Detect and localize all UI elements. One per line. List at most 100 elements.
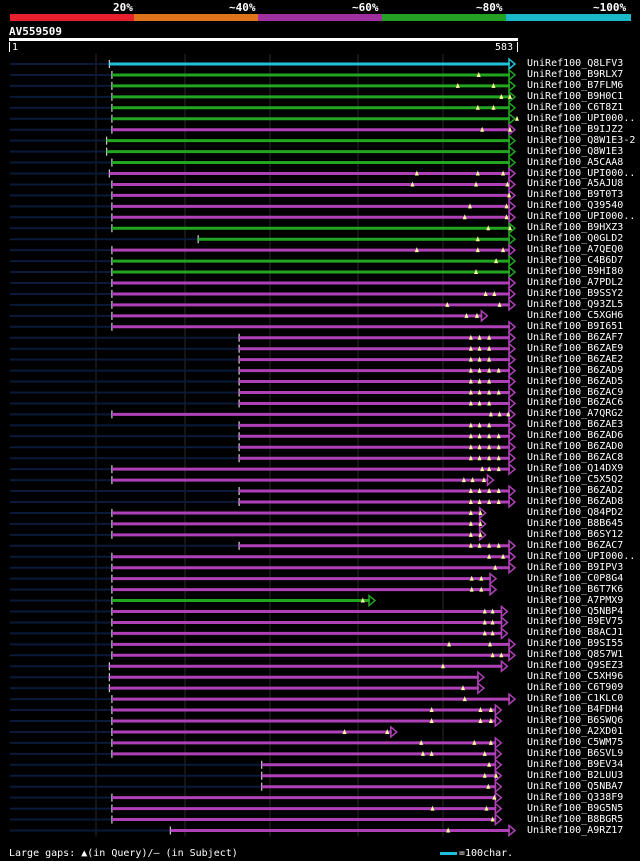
hit-arrow-icon [508,484,517,498]
gap-marker-icon [477,356,482,362]
gap-marker-icon [481,477,486,483]
hit-label-link[interactable]: UniRef100_A5AJU8 [527,178,624,190]
hit-label-link[interactable]: UniRef100_Q338F9 [527,791,624,803]
gap-marker-icon [477,542,482,548]
hit-label-link[interactable]: UniRef100_B6ZAE2 [527,353,624,365]
gap-marker-icon [490,619,495,625]
hit-label-link[interactable]: UniRef100_B9IPV3 [527,561,624,573]
hit-label-link[interactable]: UniRef100_B6SVL9 [527,747,624,759]
hit-label-link[interactable]: UniRef100_A9RZ17 [527,824,624,836]
hit-label-link[interactable]: UniRef100_B9I651 [527,320,624,332]
hit-label-link[interactable]: UniRef100_B9T0T3 [527,189,624,201]
gap-marker-icon [447,641,452,647]
hit-label-link[interactable]: UniRef100_B6ZAD0 [527,441,624,453]
gap-marker-icon [475,236,480,242]
hit-label-link[interactable]: UniRef100_A5CAA8 [527,156,624,168]
hit-arrow-icon [508,254,517,268]
gap-marker-icon [490,608,495,614]
hit-label-link[interactable]: UniRef100_B9SI55 [527,638,624,650]
gap-marker-icon [468,509,473,515]
hit-label-link[interactable]: UniRef100_B9HXZ3 [527,222,624,234]
hit-label-link[interactable]: UniRef100_B6ZAD9 [527,364,624,376]
hit-label-link[interactable]: UniRef100_UPI000.. [527,211,636,223]
hit-label-link[interactable]: UniRef100_B6ZAC8 [527,452,624,464]
hit-label-link[interactable]: UniRef100_Q93ZL5 [527,298,624,310]
hit-label-link[interactable]: UniRef100_Q5NBP4 [527,605,624,617]
hit-label-link[interactable]: UniRef100_C5XH96 [527,671,624,683]
hit-label-link[interactable]: UniRef100_C6T909 [527,682,624,694]
hit-label-link[interactable]: UniRef100_Q5NBA7 [527,780,624,792]
hit-label-link[interactable]: UniRef100_A7PMX9 [527,594,624,606]
query-id: AV559509 [9,25,62,38]
hit-label-link[interactable]: UniRef100_Q8W1E3-2 [527,134,636,146]
hit-label-link[interactable]: UniRef100_C1KLC0 [527,693,624,705]
hit-label-link[interactable]: UniRef100_B8B645 [527,517,624,529]
hit-label-link[interactable]: UniRef100_B4FDH4 [527,704,624,716]
hit-label-link[interactable]: UniRef100_Q39540 [527,200,624,212]
gap-marker-icon [477,378,482,384]
hit-label-link[interactable]: UniRef100_B7FLM6 [527,79,624,91]
hit-label-link[interactable]: UniRef100_B6ZAD8 [527,496,624,507]
hit-label-link[interactable]: UniRef100_C0P8G4 [527,572,624,584]
hit-label-link[interactable]: UniRef100_UPI000.. [527,112,636,124]
hit-label-link[interactable]: UniRef100_C4B6D7 [527,255,624,267]
hit-label-link[interactable]: UniRef100_B9RLX7 [527,68,624,80]
hit-label-link[interactable]: UniRef100_Q8LFV3 [527,58,624,69]
hit-label-link[interactable]: UniRef100_B6ZAE3 [527,419,624,431]
ruler-end-tick [517,42,518,52]
hit-label-link[interactable]: UniRef100_UPI000.. [527,167,636,179]
gap-marker-icon [477,334,482,340]
gap-marker-icon [429,707,434,713]
hit-label-link[interactable]: UniRef100_Q0GLD2 [527,233,624,245]
gap-marker-icon [461,477,466,483]
hit-label-link[interactable]: UniRef100_A7PDL2 [527,277,624,288]
hit-label-link[interactable]: UniRef100_B9HI80 [527,266,624,278]
hit-label-link[interactable]: UniRef100_B6ZAD2 [527,485,624,497]
hit-arrow-icon [508,495,517,509]
hit-label-link[interactable]: UniRef100_B9EV75 [527,616,624,628]
hit-label-link[interactable]: UniRef100_B6ZAC9 [527,386,624,398]
hit-label-link[interactable]: UniRef100_B9IJZ2 [527,123,624,135]
hit-label-link[interactable]: UniRef100_B9EV34 [527,758,624,770]
hit-label-link[interactable]: UniRef100_A2XD01 [527,725,624,737]
gap-marker-icon [419,739,424,745]
hit-arrow-icon [508,637,517,651]
hit-label-link[interactable]: UniRef100_C6T8Z1 [527,101,624,113]
gap-marker-icon [494,772,499,778]
hit-label-link[interactable]: UniRef100_B6ZAD5 [527,375,624,387]
hit-arrow-icon [494,801,503,816]
gap-marker-icon [455,82,460,88]
gap-marker-icon [460,685,465,691]
hit-label-link[interactable]: UniRef100_A7QRG2 [527,408,624,420]
hit-label-link[interactable]: UniRef100_C5XGH6 [527,309,624,321]
hit-arrow-icon [500,615,509,630]
hit-label-link[interactable]: UniRef100_C5WM75 [527,736,624,748]
hit-label-link[interactable]: UniRef100_B6SY12 [527,528,624,540]
hit-label-link[interactable]: UniRef100_Q14DX9 [527,463,624,475]
hit-label-link[interactable]: UniRef100_B6ZAD6 [527,430,624,442]
gap-marker-icon [482,630,487,636]
hit-label-link[interactable]: UniRef100_B9SSY2 [527,287,624,299]
gap-marker-icon [482,750,487,756]
hit-label-link[interactable]: UniRef100_Q9SEZ3 [527,660,624,672]
hit-label-link[interactable]: UniRef100_B6ZAF7 [527,331,624,343]
hit-label-link[interactable]: UniRef100_Q8S7W1 [527,649,624,661]
hit-label-link[interactable]: UniRef100_B8BGR5 [527,813,624,825]
hit-label-link[interactable]: UniRef100_B6ZAE9 [527,342,624,354]
hit-label-link[interactable]: UniRef100_B6T7K6 [527,583,624,595]
hit-label-link[interactable]: UniRef100_B2LUU3 [527,769,624,781]
hit-label-link[interactable]: UniRef100_B8ACJ1 [527,627,624,639]
gap-marker-icon [429,718,434,723]
hit-label-link[interactable]: UniRef100_Q8W1E3 [527,145,624,157]
hit-label-link[interactable]: UniRef100_B6SWQ6 [527,715,624,726]
hit-label-link[interactable]: UniRef100_B9H0C1 [527,90,624,102]
hit-label-link[interactable]: UniRef100_Q84PD2 [527,506,624,518]
hit-label-link[interactable]: UniRef100_UPI000.. [527,550,636,562]
gap-marker-icon [472,739,477,745]
hit-label-link[interactable]: UniRef100_A7QEQ0 [527,244,624,256]
gap-marker-icon [480,126,485,132]
hit-label-link[interactable]: UniRef100_B6ZAC6 [527,397,624,409]
hit-label-link[interactable]: UniRef100_B6ZAC7 [527,539,624,551]
hit-label-link[interactable]: UniRef100_C5X5Q2 [527,474,624,486]
hit-label-link[interactable]: UniRef100_B9G5N5 [527,802,624,814]
